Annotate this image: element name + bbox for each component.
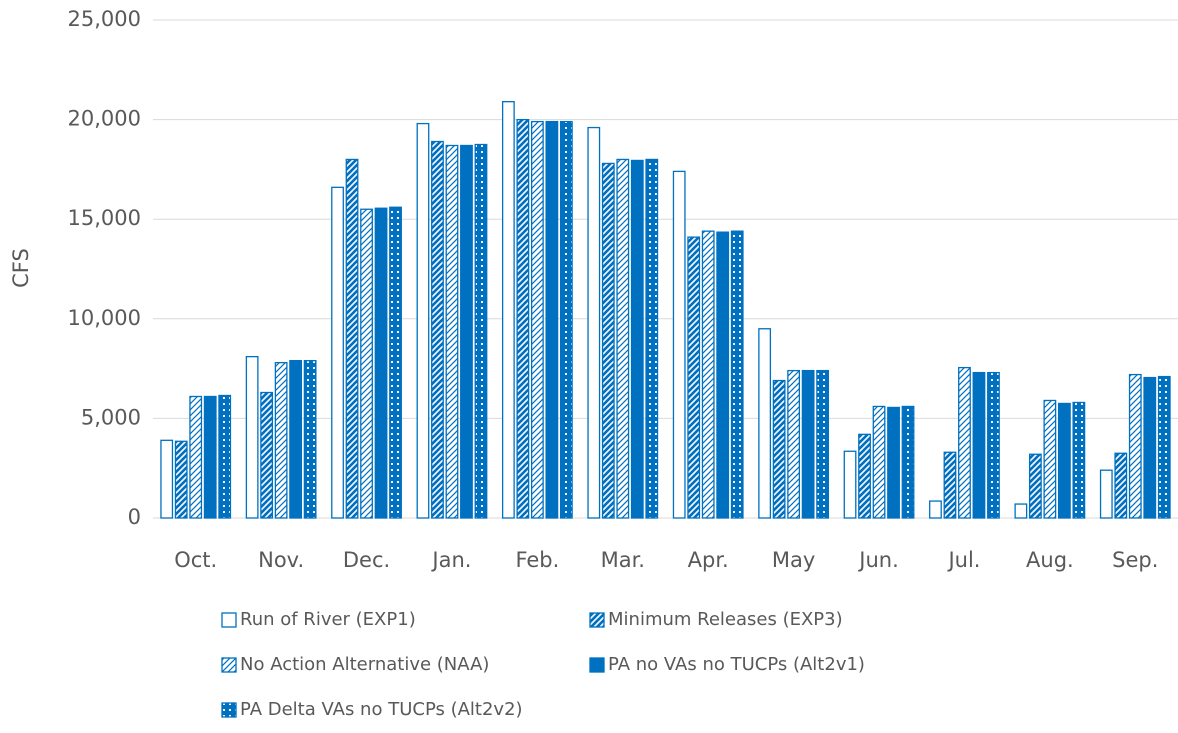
legend-label: PA no VAs no TUCPs (Alt2v1)	[608, 654, 865, 675]
bar	[516, 118, 530, 519]
bar	[174, 440, 188, 519]
bar	[943, 451, 957, 519]
bar	[987, 371, 1000, 519]
x-tick-label: Jul.	[946, 548, 980, 572]
bar	[545, 120, 559, 519]
bar	[630, 159, 644, 519]
bar	[416, 122, 430, 519]
bar	[787, 369, 801, 519]
bar	[645, 158, 659, 519]
x-tick-label: May	[772, 548, 815, 572]
x-tick-label: Jan.	[430, 548, 471, 572]
bar	[730, 230, 744, 519]
bar	[460, 144, 473, 519]
bar	[559, 120, 573, 519]
legend-label: Run of River (EXP1)	[240, 609, 416, 630]
legend-label: Minimum Releases (EXP3)	[608, 609, 843, 630]
bar	[1014, 503, 1028, 519]
bar	[701, 230, 715, 519]
bar	[901, 405, 915, 519]
bar	[972, 371, 986, 519]
x-tick-label: Mar.	[601, 548, 645, 572]
bar	[816, 369, 830, 519]
legend-marker	[221, 612, 237, 628]
x-tick-label: Sep.	[1112, 548, 1158, 572]
y-tick-label: 25,000	[68, 7, 141, 31]
bar	[530, 120, 544, 519]
bar	[858, 433, 871, 519]
bar	[1028, 453, 1042, 519]
x-tick-label: Feb.	[515, 548, 559, 572]
bar	[203, 395, 217, 519]
legend-marker	[221, 657, 237, 673]
x-tick-label: Oct.	[174, 548, 217, 572]
bar	[1128, 373, 1142, 519]
bar	[587, 126, 601, 519]
bar	[672, 170, 686, 519]
bar	[929, 500, 942, 519]
bar	[887, 406, 900, 519]
bar	[601, 162, 615, 519]
bar	[360, 208, 373, 519]
x-tick-label: Nov.	[258, 548, 304, 572]
bar	[431, 140, 444, 519]
bar	[218, 394, 232, 519]
bar	[1157, 375, 1171, 519]
bar	[501, 101, 515, 519]
bar	[189, 395, 203, 519]
legend-label: No Action Alternative (NAA)	[240, 654, 489, 675]
bar	[374, 207, 388, 519]
bar	[160, 439, 174, 519]
bar	[801, 369, 815, 519]
bar	[474, 143, 488, 519]
bar	[1114, 452, 1128, 519]
bar	[245, 355, 259, 519]
bar	[1143, 376, 1157, 519]
bar	[716, 231, 730, 519]
x-tick-label: Dec.	[343, 548, 390, 572]
legend-label: PA Delta VAs no TUCPs (Alt2v2)	[240, 699, 523, 720]
bar	[345, 158, 359, 519]
y-axis-label: CFS	[9, 248, 33, 288]
x-tick-label: Jun.	[857, 548, 899, 572]
bar	[1043, 399, 1057, 519]
legend-marker	[589, 657, 605, 673]
bar	[389, 206, 402, 519]
bar	[616, 158, 630, 519]
bar	[274, 361, 288, 519]
bar	[1099, 469, 1113, 519]
legend-marker	[589, 612, 605, 628]
y-tick-label: 10,000	[68, 306, 141, 330]
legend-marker	[221, 702, 237, 718]
bar	[958, 366, 971, 519]
y-tick-label: 0	[128, 505, 141, 529]
bar	[303, 359, 317, 519]
bar	[331, 186, 344, 519]
bar	[1057, 402, 1071, 519]
y-tick-label: 5,000	[81, 405, 141, 429]
bar	[758, 328, 772, 519]
x-tick-label: Aug.	[1026, 548, 1074, 572]
x-tick-label: Apr.	[688, 548, 729, 572]
bar	[772, 379, 786, 519]
bar	[872, 405, 886, 519]
y-tick-label: 20,000	[68, 107, 141, 131]
bar	[1072, 401, 1086, 519]
bar	[289, 359, 303, 519]
bar	[445, 144, 459, 519]
bar	[260, 391, 274, 519]
bar	[687, 236, 701, 519]
y-tick-label: 15,000	[68, 206, 141, 230]
bar	[843, 450, 857, 519]
